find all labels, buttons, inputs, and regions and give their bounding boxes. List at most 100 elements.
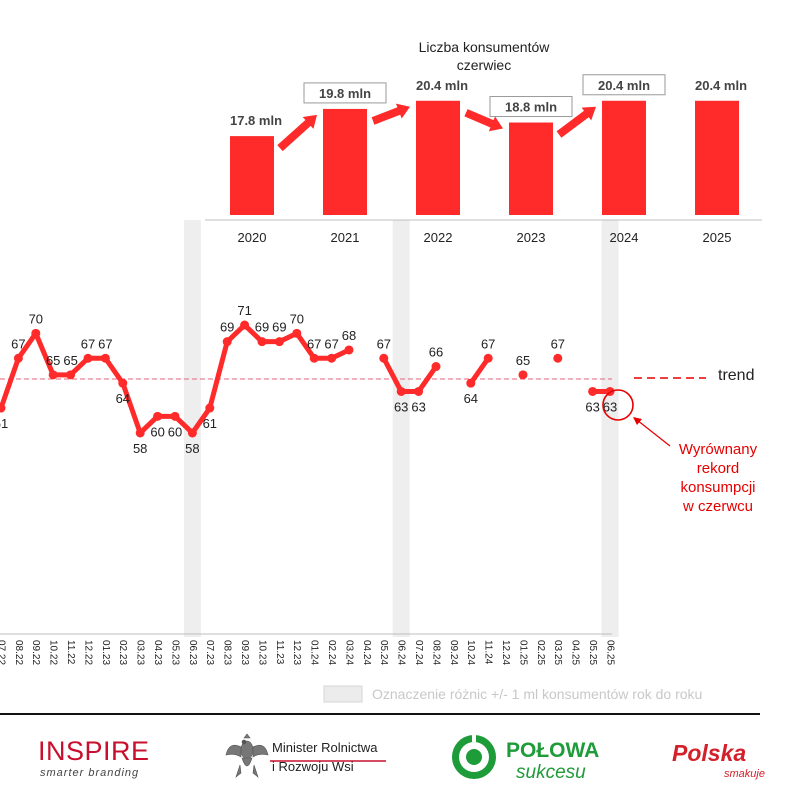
bar-value-label: 20.4 mln bbox=[695, 78, 747, 93]
line-value-label: 67 bbox=[81, 336, 95, 351]
x-tick-label: 02.23 bbox=[117, 640, 128, 665]
line-value-label: 69 bbox=[272, 320, 286, 335]
polowa-sukcesu-icon bbox=[452, 735, 496, 779]
line-value-label: 61 bbox=[0, 416, 8, 431]
line-value-label: 65 bbox=[516, 353, 530, 368]
line-value-label: 71 bbox=[237, 303, 251, 318]
annotation-line-3: konsumpcji bbox=[680, 479, 755, 496]
line-point-01.25 bbox=[518, 370, 528, 380]
line-point-10.22 bbox=[48, 370, 58, 380]
line-point-03.25 bbox=[553, 353, 563, 363]
x-tick-label: 02.25 bbox=[535, 640, 546, 665]
bar-2021 bbox=[323, 108, 367, 215]
line-value-label: 67 bbox=[98, 336, 112, 351]
x-tick-label: 01.23 bbox=[100, 640, 111, 665]
x-tick-label: 09.23 bbox=[239, 640, 250, 665]
x-tick-label: 11.22 bbox=[65, 640, 76, 665]
line-value-label: 66 bbox=[429, 345, 443, 360]
x-tick-label: 05.25 bbox=[587, 640, 598, 665]
bar-label-box bbox=[489, 96, 573, 118]
bar-category-label: 2024 bbox=[610, 230, 639, 245]
bar-category-label: 2021 bbox=[331, 230, 360, 245]
polska-line-1: Polska bbox=[672, 740, 746, 766]
x-tick-label: 11.24 bbox=[483, 640, 494, 665]
line-point-10.23 bbox=[257, 337, 267, 347]
line-point-01.23 bbox=[100, 353, 110, 363]
bar-category-label: 2025 bbox=[703, 230, 732, 245]
x-tick-label: 06.25 bbox=[604, 640, 615, 665]
line-point-11.24 bbox=[483, 353, 493, 363]
ministry-line-2: i Rozwoju Wsi bbox=[272, 759, 354, 774]
bar-value-label: 20.4 mln bbox=[416, 78, 468, 93]
line-point-01.24 bbox=[309, 353, 319, 363]
x-tick-label: 06.24 bbox=[396, 640, 407, 665]
annotation-arrowhead bbox=[633, 417, 642, 425]
line-value-label: 65 bbox=[63, 353, 77, 368]
x-tick-label: 05.23 bbox=[169, 640, 180, 665]
line-value-label: 60 bbox=[168, 424, 182, 439]
line-value-label: 67 bbox=[307, 336, 321, 351]
shade-06.25 bbox=[601, 220, 619, 637]
shade-06.24 bbox=[392, 220, 410, 637]
line-value-label: 64 bbox=[116, 391, 130, 406]
polowa-line-2: sukcesu bbox=[516, 762, 586, 783]
bar-value-label: 18.8 mln bbox=[505, 100, 557, 115]
line-point-10.24 bbox=[466, 378, 476, 388]
x-tick-label: 10.23 bbox=[256, 640, 267, 665]
annotation-line-1: Wyrównany bbox=[679, 441, 758, 458]
x-tick-label: 08.22 bbox=[13, 640, 24, 665]
line-point-11.23 bbox=[274, 337, 284, 347]
line-point-03.23 bbox=[135, 428, 145, 438]
line-point-04.23 bbox=[153, 411, 163, 421]
x-tick-label: 07.24 bbox=[413, 640, 424, 665]
x-tick-label: 04.23 bbox=[152, 640, 163, 665]
annotation-line-4: w czerwcu bbox=[682, 498, 753, 515]
line-value-label: 63 bbox=[585, 399, 599, 414]
line-point-12.22 bbox=[83, 353, 93, 363]
line-point-07.22 bbox=[0, 403, 6, 413]
line-value-label: 67 bbox=[11, 336, 25, 351]
line-point-02.24 bbox=[327, 353, 337, 363]
line-x-tick-labels: 07.22 08.22 09.22 10.22 11.22 12.22 01.23 02.23… bbox=[0, 640, 615, 665]
x-tick-label: 07.22 bbox=[0, 640, 6, 665]
x-tick-label: 11.23 bbox=[274, 640, 285, 665]
bar-2024 bbox=[602, 100, 646, 215]
line-value-label: 67 bbox=[481, 336, 495, 351]
bar-trend-arrow bbox=[371, 103, 410, 125]
eagle-emblem-icon bbox=[225, 733, 269, 778]
polowa-line-1: POŁOWA bbox=[506, 739, 599, 762]
x-tick-label: 02.24 bbox=[326, 640, 337, 665]
bar-category-label: 2022 bbox=[424, 230, 453, 245]
line-point-12.23 bbox=[292, 328, 302, 338]
bar-trend-arrow bbox=[464, 109, 503, 132]
trend-legend-label: trend bbox=[718, 367, 754, 384]
line-value-label: 67 bbox=[551, 336, 565, 351]
x-tick-label: 08.23 bbox=[222, 640, 233, 665]
polska-line-2: smakuje bbox=[724, 768, 765, 780]
inspire-logo-name: INSPIRE bbox=[38, 736, 150, 766]
shade-legend-swatch bbox=[323, 685, 363, 703]
x-tick-label: 12.23 bbox=[291, 640, 302, 665]
line-series bbox=[0, 320, 615, 438]
polska-smakuje-logo: Polska smakuje bbox=[672, 740, 765, 780]
shade-legend-label: Oznaczenie różnic +/- 1 ml konsumentów r… bbox=[372, 686, 702, 702]
line-point-09.22 bbox=[31, 328, 41, 338]
line-segment bbox=[381, 355, 439, 394]
bar-trend-arrow bbox=[277, 114, 317, 152]
x-tick-label: 07.23 bbox=[204, 640, 215, 665]
ministry-logo: Minister Rolnictwa i Rozwoju Wsi bbox=[225, 733, 386, 778]
x-tick-label: 12.22 bbox=[82, 640, 93, 665]
line-value-label: 58 bbox=[133, 441, 147, 456]
x-tick-label: 12.24 bbox=[500, 640, 511, 665]
line-point-09.23 bbox=[240, 320, 250, 330]
bar-category-label: 2023 bbox=[517, 230, 546, 245]
bar-category-label: 2020 bbox=[238, 230, 267, 245]
bar-label-box bbox=[303, 82, 387, 104]
line-segment bbox=[468, 355, 491, 386]
bar-2020 bbox=[230, 136, 274, 215]
line-point-05.23 bbox=[170, 411, 180, 421]
inspire-logo: INSPIRE smarter branding bbox=[38, 736, 150, 779]
x-tick-label: 10.22 bbox=[48, 640, 59, 665]
line-point-05.25 bbox=[588, 386, 598, 396]
